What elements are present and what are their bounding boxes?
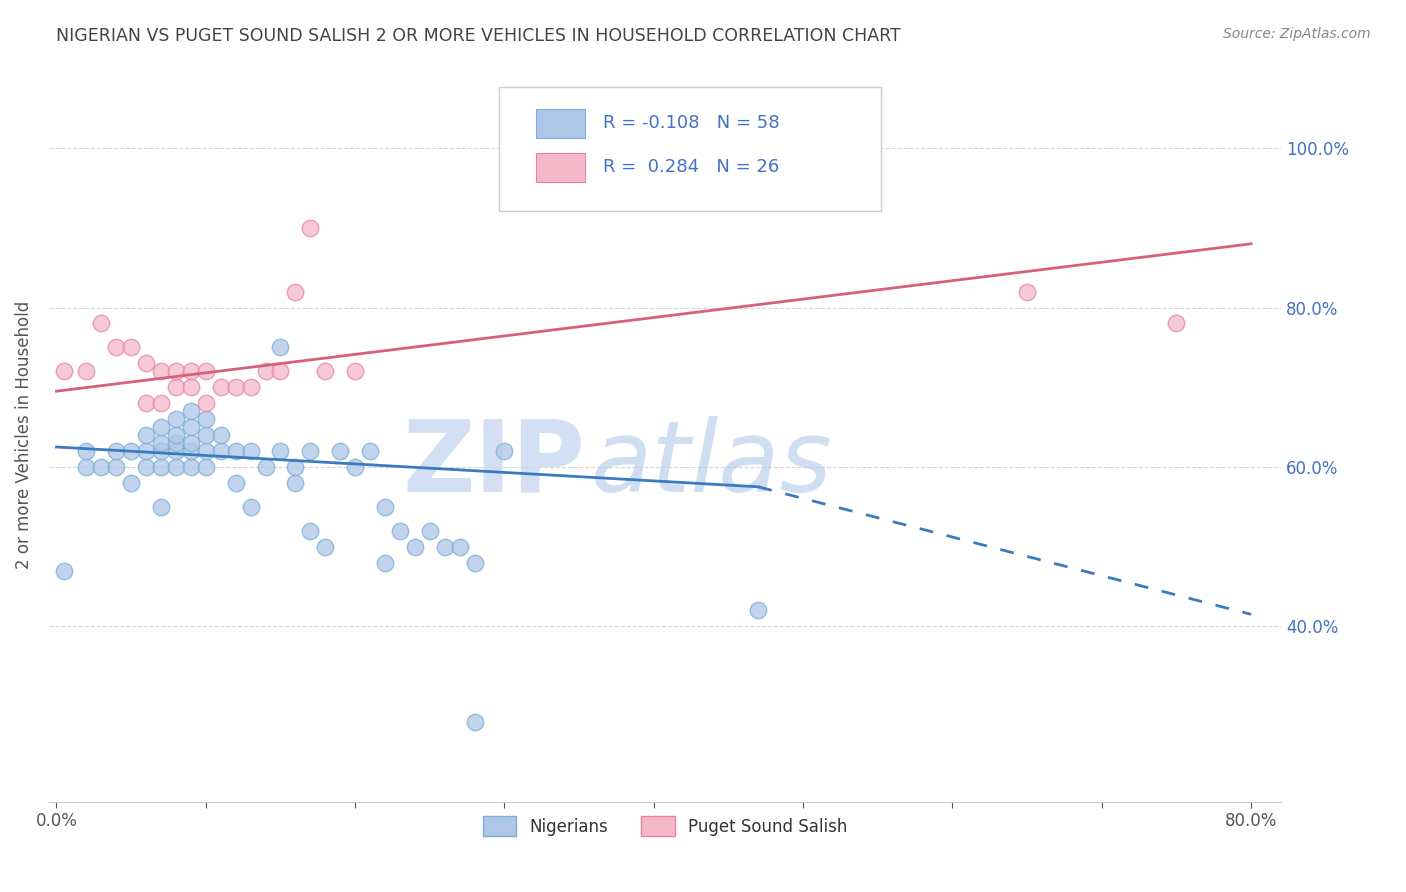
Point xyxy=(254,364,277,378)
Point xyxy=(149,436,172,450)
Point xyxy=(374,556,396,570)
Point xyxy=(344,364,367,378)
Point xyxy=(494,444,516,458)
Point xyxy=(75,459,97,474)
Point xyxy=(299,524,322,538)
Point xyxy=(404,540,426,554)
Point xyxy=(180,459,202,474)
Point xyxy=(165,459,187,474)
Point xyxy=(209,380,232,394)
Point xyxy=(149,420,172,434)
Point xyxy=(120,444,142,458)
Point xyxy=(194,459,217,474)
Point xyxy=(374,500,396,514)
Point xyxy=(209,444,232,458)
Point xyxy=(165,444,187,458)
Point xyxy=(329,444,352,458)
Point xyxy=(225,475,247,490)
Point xyxy=(239,444,262,458)
Text: R = -0.108   N = 58: R = -0.108 N = 58 xyxy=(603,114,780,133)
Text: ZIP: ZIP xyxy=(402,416,585,513)
Point xyxy=(105,459,128,474)
Point xyxy=(165,412,187,426)
Point xyxy=(105,340,128,354)
Point xyxy=(269,444,291,458)
Point xyxy=(135,356,157,370)
Point xyxy=(52,364,75,378)
Point xyxy=(254,459,277,474)
Point xyxy=(90,317,112,331)
Text: R =  0.284   N = 26: R = 0.284 N = 26 xyxy=(603,159,779,177)
Point xyxy=(165,364,187,378)
Point xyxy=(194,364,217,378)
Point xyxy=(194,396,217,410)
Point xyxy=(1017,285,1039,299)
Point xyxy=(135,428,157,442)
Point xyxy=(419,524,441,538)
Point xyxy=(299,444,322,458)
Point xyxy=(194,444,217,458)
Point xyxy=(284,285,307,299)
Point xyxy=(464,714,486,729)
Point xyxy=(239,500,262,514)
Point xyxy=(314,540,336,554)
Point xyxy=(149,500,172,514)
Point xyxy=(269,364,291,378)
Point xyxy=(135,396,157,410)
Point xyxy=(90,459,112,474)
Point xyxy=(105,444,128,458)
FancyBboxPatch shape xyxy=(499,87,880,211)
Point xyxy=(149,396,172,410)
Point xyxy=(135,459,157,474)
Point xyxy=(225,380,247,394)
Point xyxy=(284,475,307,490)
Point xyxy=(149,364,172,378)
Y-axis label: 2 or more Vehicles in Household: 2 or more Vehicles in Household xyxy=(15,301,32,569)
Point xyxy=(433,540,456,554)
Point xyxy=(120,475,142,490)
Point xyxy=(344,459,367,474)
Point xyxy=(180,364,202,378)
Point xyxy=(1166,317,1188,331)
FancyBboxPatch shape xyxy=(536,153,585,182)
Point xyxy=(180,380,202,394)
Point xyxy=(180,404,202,418)
Point xyxy=(388,524,411,538)
Point xyxy=(149,444,172,458)
Point xyxy=(52,564,75,578)
Point xyxy=(180,444,202,458)
Point xyxy=(165,428,187,442)
Point xyxy=(149,459,172,474)
Point xyxy=(165,380,187,394)
Point xyxy=(180,436,202,450)
Legend: Nigerians, Puget Sound Salish: Nigerians, Puget Sound Salish xyxy=(474,807,856,845)
Point xyxy=(209,428,232,442)
Point xyxy=(225,444,247,458)
Point xyxy=(464,556,486,570)
Point xyxy=(449,540,471,554)
Point xyxy=(75,444,97,458)
Point xyxy=(180,420,202,434)
Point xyxy=(299,220,322,235)
Point xyxy=(747,603,769,617)
Point xyxy=(194,412,217,426)
Text: Source: ZipAtlas.com: Source: ZipAtlas.com xyxy=(1223,27,1371,41)
Point xyxy=(314,364,336,378)
Point xyxy=(165,436,187,450)
Point xyxy=(359,444,381,458)
Point xyxy=(75,364,97,378)
Text: NIGERIAN VS PUGET SOUND SALISH 2 OR MORE VEHICLES IN HOUSEHOLD CORRELATION CHART: NIGERIAN VS PUGET SOUND SALISH 2 OR MORE… xyxy=(56,27,901,45)
Point xyxy=(239,380,262,394)
Point xyxy=(194,428,217,442)
FancyBboxPatch shape xyxy=(536,109,585,138)
Point xyxy=(284,459,307,474)
Text: atlas: atlas xyxy=(591,416,832,513)
Point xyxy=(120,340,142,354)
Point xyxy=(135,444,157,458)
Point xyxy=(269,340,291,354)
